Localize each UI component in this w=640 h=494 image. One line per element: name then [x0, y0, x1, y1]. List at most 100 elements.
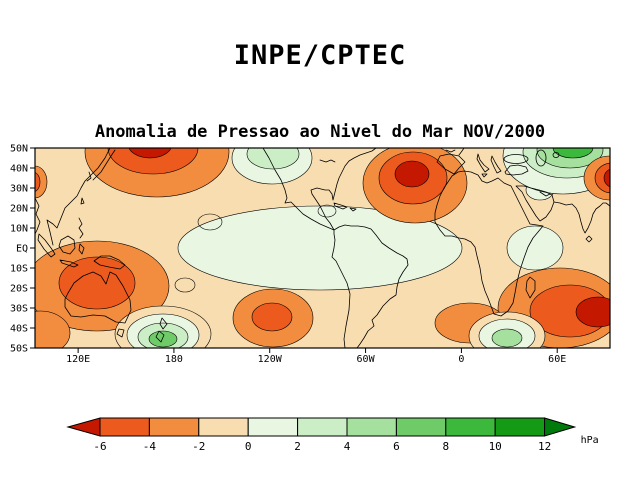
colorbar-segment [494, 417, 546, 437]
lat-tick-label: 10N [10, 224, 28, 235]
colorbar-segment [445, 417, 496, 437]
lat-tick-label: 20S [10, 284, 28, 295]
negative-anomaly-asia-edge [35, 155, 610, 201]
coast-new-guinea [93, 255, 126, 270]
coast-japan [92, 149, 116, 181]
coast-sumatra [37, 233, 56, 258]
contour-shape [128, 148, 172, 159]
contour-shape [246, 148, 300, 170]
minor-contour-rings [174, 204, 337, 293]
coast-turkey [504, 164, 529, 176]
colorbar-segment [247, 417, 299, 437]
colorbar-tick-label: 4 [344, 440, 351, 453]
colorbar-tick-label: 8 [442, 440, 449, 453]
org-title: INPE/CPTEC [233, 40, 407, 71]
positive-anomaly-south-of-nz [114, 305, 212, 348]
coast-uk [445, 149, 456, 153]
coast-madagascar [525, 276, 536, 299]
lat-tick-label: 50N [10, 144, 28, 155]
negative-anomaly-north-pacific [84, 148, 230, 198]
lat-tick-label: 30S [10, 304, 28, 315]
zone-pale-east-africa [506, 225, 564, 271]
coast-caspian-sea [535, 149, 547, 167]
contour-shape [394, 160, 430, 188]
contour-shape [197, 213, 223, 231]
colorbar-segment [198, 417, 249, 437]
lat-tick-label: EQ [16, 244, 28, 255]
lon-tick-label: 120W [258, 354, 283, 365]
coast-iberia [436, 153, 466, 175]
contour-shape [491, 328, 523, 348]
coast-nz-north [159, 317, 168, 330]
contour-shape [107, 148, 199, 175]
colorbar-tick-label: 12 [538, 440, 551, 453]
lon-tick-label: 120E [66, 354, 90, 365]
lon-tick-label: 180 [165, 354, 183, 365]
colorbar-tick-label: -2 [192, 440, 205, 453]
contour-shape [317, 204, 337, 218]
anomaly-map: 50N 40N 30N 20N 10N EQ 10S 20S 30S 40S 50S 120E 180 1… [10, 144, 611, 366]
coast-sri-lanka [585, 235, 593, 243]
coast-balkans [490, 155, 502, 174]
coast-asia [46, 148, 111, 246]
coast-sulawesi [78, 243, 85, 255]
colorbar-tick-label: -4 [143, 440, 157, 453]
contour-shape [58, 256, 136, 310]
coast-hispaniola [349, 207, 357, 212]
coast-korea [86, 171, 92, 182]
coast-sicily [481, 173, 488, 178]
coast-borneo [58, 235, 76, 255]
positive-anomaly-south-of-africa [468, 311, 546, 348]
colorbar-tick-label: 6 [393, 440, 400, 453]
negative-anomaly-australia [35, 240, 170, 348]
coast-taiwan [80, 197, 85, 205]
contour-shape [251, 302, 293, 332]
coast-australia [64, 271, 132, 324]
colorbar-segment [148, 417, 200, 437]
contour-field [35, 148, 610, 348]
coast-persian-gulf [539, 191, 551, 197]
coast-iran-india [553, 201, 610, 234]
negative-anomaly-north-atlantic [362, 148, 468, 224]
lon-tick-label: 0 [458, 354, 464, 365]
contour-shape [148, 330, 178, 348]
contour-shape [35, 165, 48, 199]
lat-tick-label: 40S [10, 324, 28, 335]
colorbar-tick-label: 10 [489, 440, 502, 453]
colorbar-arrow-right [544, 417, 577, 437]
coast-africa [434, 170, 544, 317]
coast-great-lakes [319, 159, 336, 163]
colorbar-segment [395, 417, 447, 437]
coast-java [59, 259, 79, 268]
contour-shape [34, 147, 611, 349]
coast-philippines [78, 217, 84, 239]
contour-shape [594, 162, 610, 194]
lon-tick-label: 60W [357, 354, 376, 365]
colorbar-segment [99, 417, 150, 437]
contour-shape [174, 277, 196, 293]
negative-anomaly-southeast-pacific [232, 288, 314, 348]
colorbar-segment [346, 417, 397, 437]
colorbar-unit-label: hPa [581, 435, 599, 446]
lat-tick-label: 40N [10, 164, 28, 175]
colorbar-tick-label: -6 [93, 440, 106, 453]
colorbar-arrow-left [66, 417, 101, 437]
chart-title: Anomalia de Pressao ao Nivel do Mar NOV/… [94, 122, 546, 142]
coast-italy [476, 153, 490, 173]
lat-tick-label: 30N [10, 184, 28, 195]
contour-shape [35, 172, 41, 192]
colorbar-tick-label: 2 [294, 440, 301, 453]
lat-tick-label: 10S [10, 264, 28, 275]
coast-black-sea [503, 154, 529, 164]
coast-north-america [262, 148, 377, 231]
coast-cuba [333, 202, 348, 210]
coast-nz-south [155, 330, 165, 343]
axis-labels: 50N 40N 30N 20N 10N EQ 10S 20S 30S 40S 50S 120E 180 1… [10, 144, 566, 366]
coast-bengal-edge [35, 197, 41, 235]
coastlines [35, 148, 610, 348]
contour-shape [603, 168, 610, 188]
coast-arabia [515, 185, 555, 222]
colorbar-segment [297, 417, 348, 437]
coast-tasmania [116, 328, 125, 338]
